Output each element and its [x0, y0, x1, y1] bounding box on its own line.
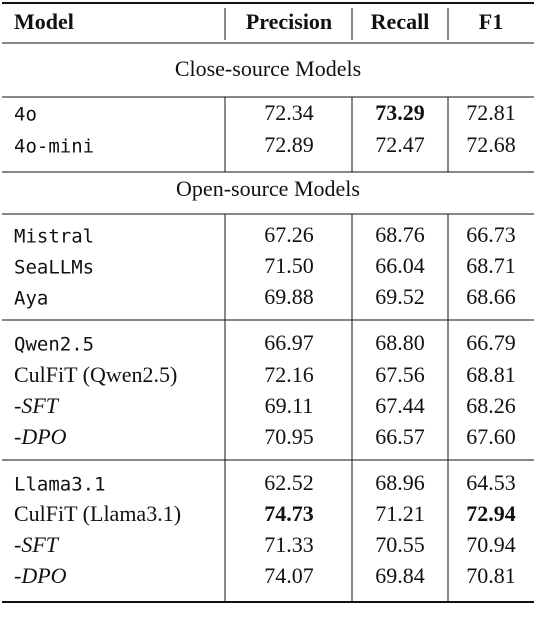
score-cell: 72.34 [264, 100, 314, 125]
score-cell: 72.47 [375, 132, 425, 157]
score-cell: 74.73 [264, 501, 314, 526]
score-cell: 68.66 [466, 284, 516, 309]
score-cell: 69.84 [375, 563, 425, 588]
score-cell: 70.81 [466, 563, 516, 588]
model-name: -SFT [14, 393, 60, 418]
header-cell: Precision [246, 9, 332, 34]
header-cell: Model [14, 9, 74, 34]
model-name: -DPO [14, 424, 67, 449]
model-name: -DPO [14, 563, 67, 588]
model-name: Llama3.1 [14, 474, 106, 496]
score-cell: 69.52 [375, 284, 425, 309]
section-title: Close-source Models [175, 56, 361, 81]
score-cell: 66.79 [466, 330, 516, 355]
header-cell: F1 [479, 9, 503, 34]
score-cell: 70.94 [466, 532, 516, 557]
score-cell: 68.76 [375, 222, 425, 247]
score-cell: 68.80 [375, 330, 425, 355]
score-cell: 67.60 [466, 424, 516, 449]
score-cell: 64.53 [466, 470, 516, 495]
score-cell: 66.04 [375, 253, 425, 278]
score-cell: 68.81 [466, 362, 516, 387]
model-name: Mistral [14, 226, 94, 248]
model-name: CulFiT (Llama3.1) [14, 501, 181, 526]
score-cell: 69.88 [264, 284, 314, 309]
score-cell: 72.68 [466, 132, 516, 157]
score-cell: 71.50 [264, 253, 314, 278]
header-cell: Recall [371, 9, 430, 34]
score-cell: 71.33 [264, 532, 314, 557]
score-cell: 68.26 [466, 393, 516, 418]
model-name: Qwen2.5 [14, 334, 94, 356]
score-cell: 71.21 [375, 501, 425, 526]
model-name: Aya [14, 288, 48, 310]
score-cell: 68.96 [375, 470, 425, 495]
score-cell: 66.97 [264, 330, 314, 355]
score-cell: 67.56 [375, 362, 425, 387]
score-cell: 73.29 [375, 100, 425, 125]
model-name: CulFiT (Qwen2.5) [14, 362, 177, 387]
score-cell: 70.55 [375, 532, 425, 557]
score-cell: 69.11 [265, 393, 314, 418]
score-cell: 67.26 [264, 222, 314, 247]
section-title: Open-source Models [176, 176, 360, 201]
model-name: -SFT [14, 532, 60, 557]
score-cell: 72.89 [264, 132, 314, 157]
score-cell: 72.81 [466, 100, 516, 125]
score-cell: 72.94 [466, 501, 516, 526]
score-cell: 66.73 [466, 222, 516, 247]
score-cell: 72.16 [264, 362, 314, 387]
score-cell: 67.44 [375, 393, 425, 418]
score-cell: 70.95 [264, 424, 314, 449]
score-cell: 66.57 [375, 424, 425, 449]
model-name: 4o [14, 104, 37, 126]
model-name: 4o-mini [14, 136, 94, 158]
model-name: SeaLLMs [14, 257, 94, 279]
score-cell: 68.71 [466, 253, 516, 278]
score-cell: 62.52 [264, 470, 314, 495]
score-cell: 74.07 [264, 563, 314, 588]
